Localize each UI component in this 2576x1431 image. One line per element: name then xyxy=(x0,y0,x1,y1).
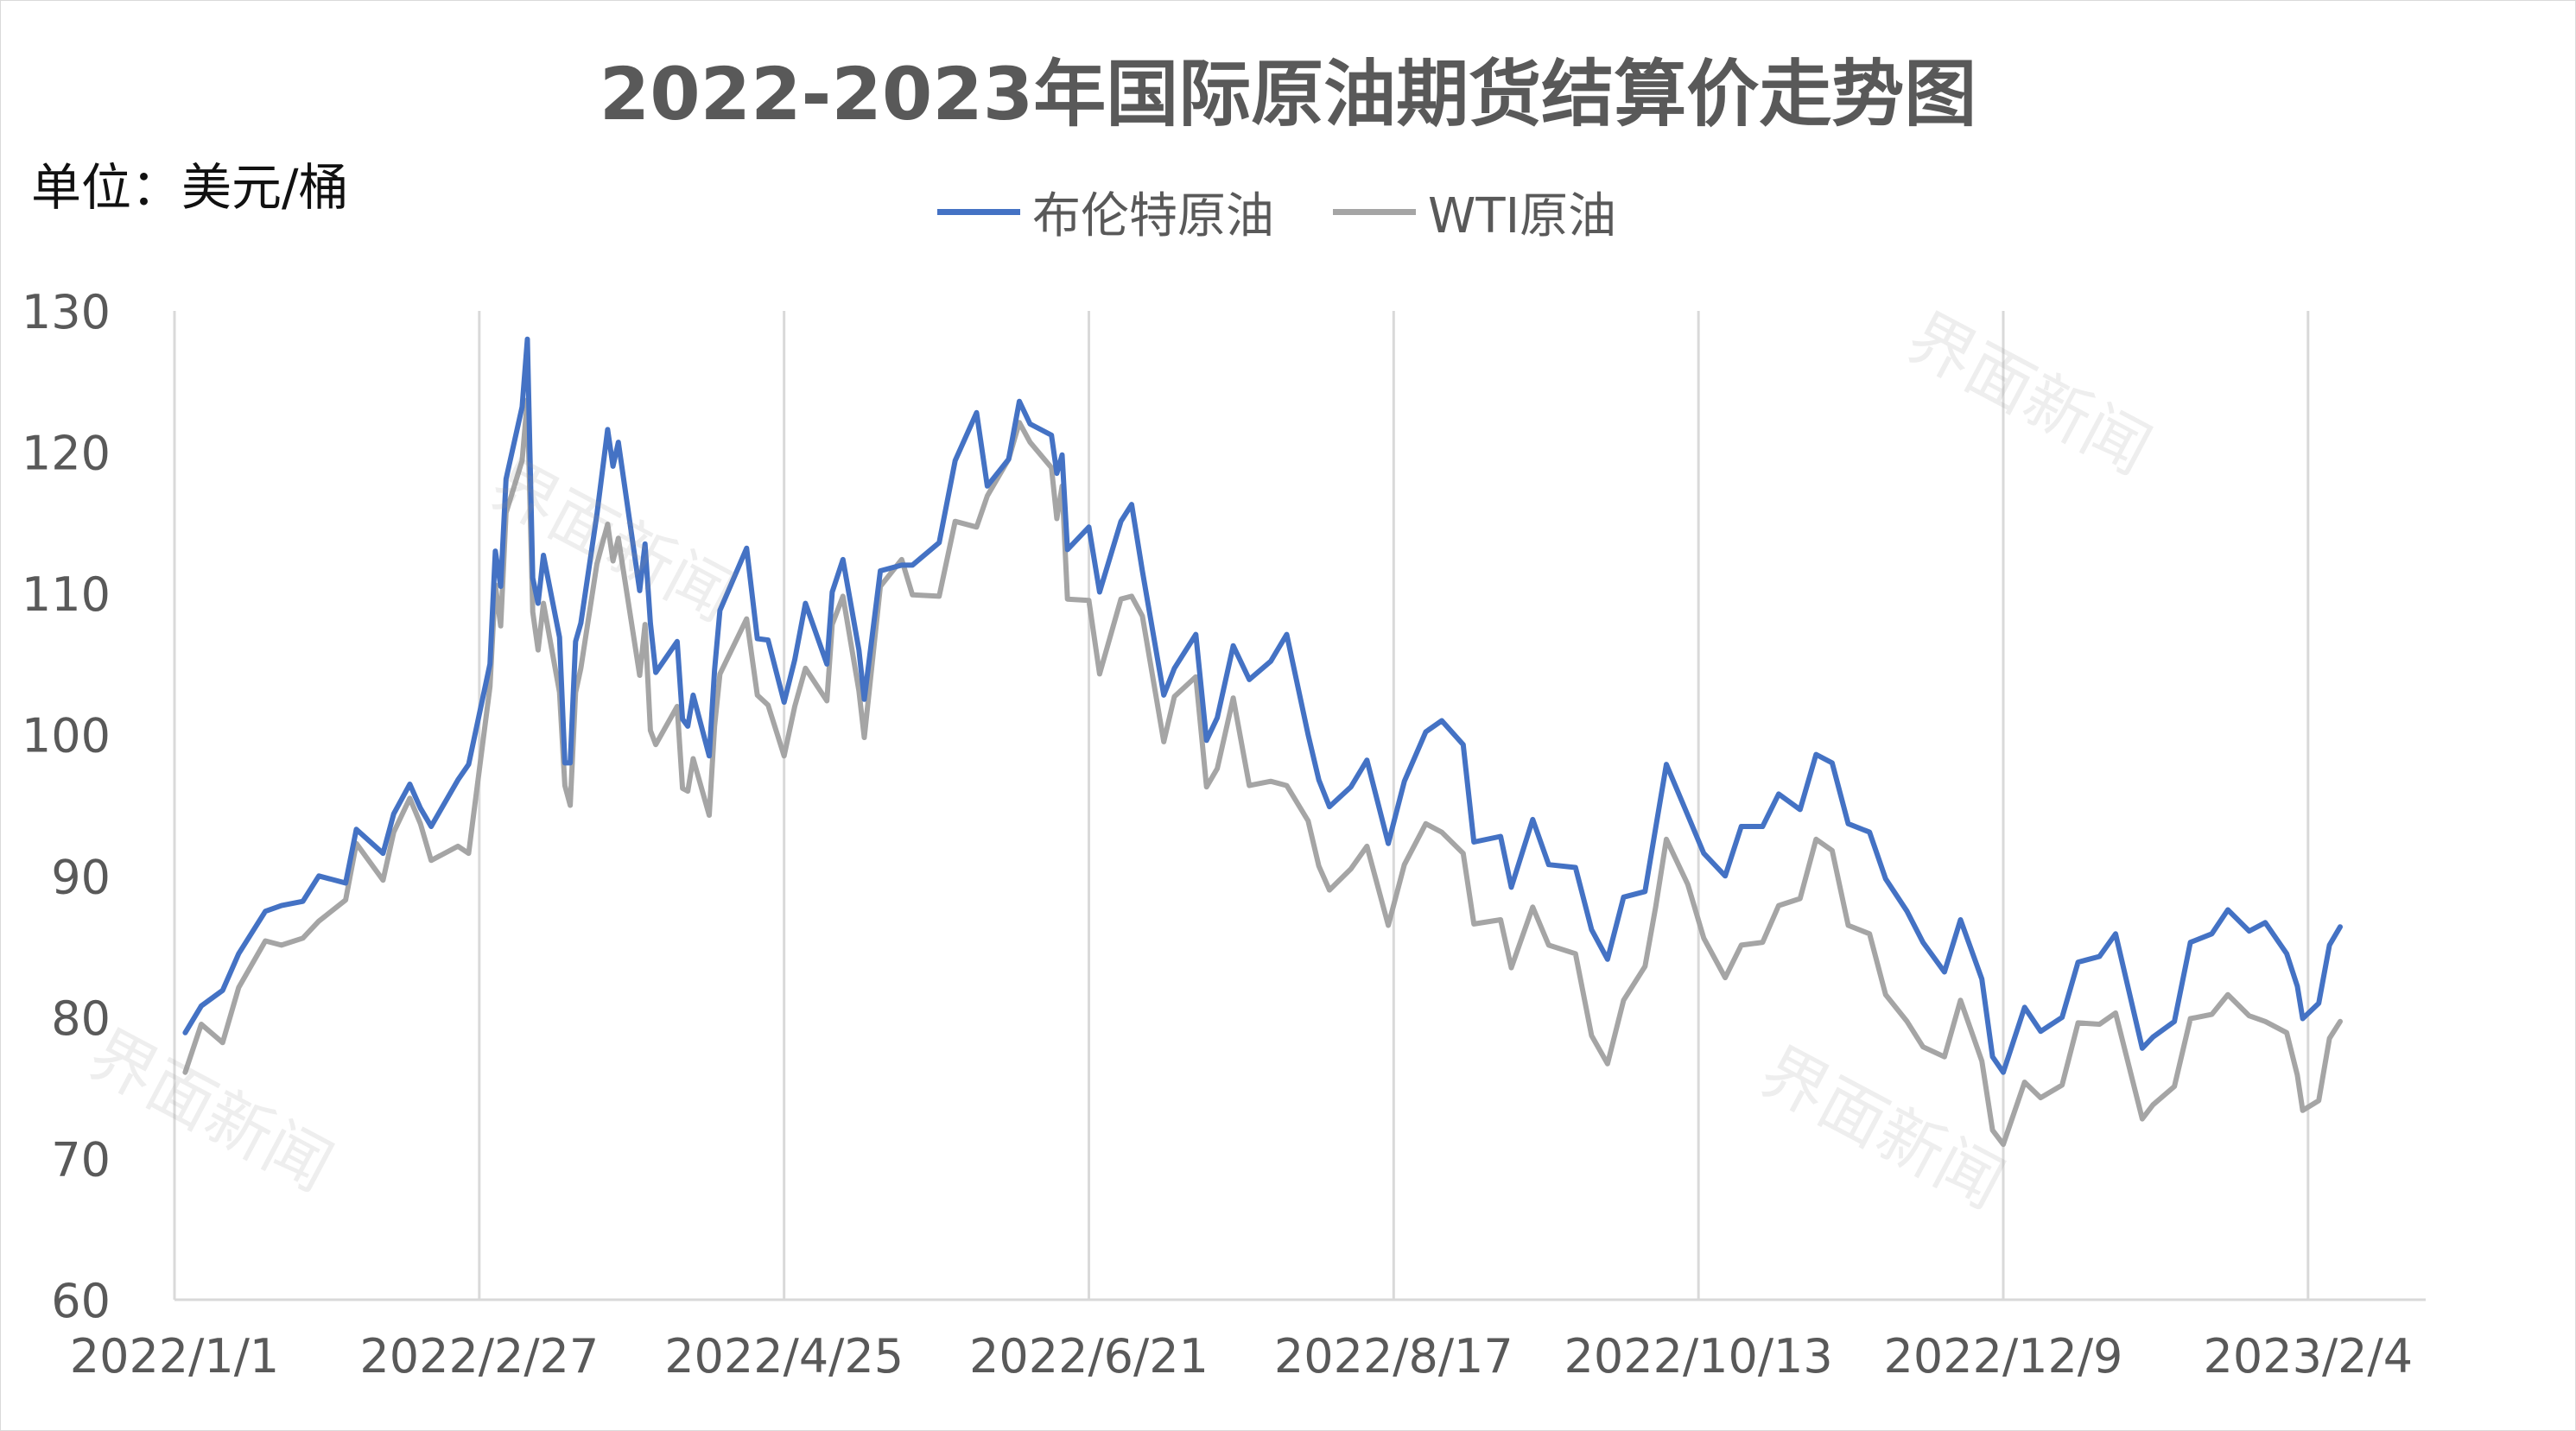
chart-title: 2022-2023年国际原油期货结算价走势图 xyxy=(599,52,1977,136)
legend-label-wti: WTI原油 xyxy=(1428,187,1617,244)
y-tick-label: 120 xyxy=(22,427,111,481)
x-tick-label: 2022/12/9 xyxy=(1884,1329,2123,1384)
x-tick-label: 2022/2/27 xyxy=(359,1329,599,1384)
legend-swatch-brent xyxy=(937,208,1020,215)
y-tick-label: 100 xyxy=(22,709,111,763)
x-tick-label: 2022/1/1 xyxy=(70,1329,280,1384)
x-tick-label: 2022/8/17 xyxy=(1274,1329,1513,1384)
y-tick-label: 70 xyxy=(51,1132,111,1187)
legend-item-brent: 布伦特原油 xyxy=(937,177,1274,247)
x-tick-label: 2022/4/25 xyxy=(664,1329,904,1384)
series-line-wti xyxy=(182,397,2343,1148)
x-tick-label: 2022/6/21 xyxy=(969,1329,1209,1384)
y-tick-label: 80 xyxy=(51,991,111,1046)
x-tick-label: 2022/10/13 xyxy=(1564,1329,1833,1384)
unit-label: 单位：美元/桶 xyxy=(31,158,349,217)
legend-swatch-wti xyxy=(1333,208,1416,215)
series-line-brent xyxy=(182,336,2343,1075)
x-tick-label: 2023/2/4 xyxy=(2204,1329,2414,1384)
y-tick-label: 110 xyxy=(22,567,111,622)
legend: 布伦特原油 WTI原油 xyxy=(937,177,1675,246)
y-tick-label: 90 xyxy=(51,850,111,904)
legend-item-wti: WTI原油 xyxy=(1333,177,1616,247)
y-tick-label: 60 xyxy=(51,1274,111,1328)
legend-label-brent: 布伦特原油 xyxy=(1032,187,1274,244)
y-tick-label: 130 xyxy=(22,285,111,339)
